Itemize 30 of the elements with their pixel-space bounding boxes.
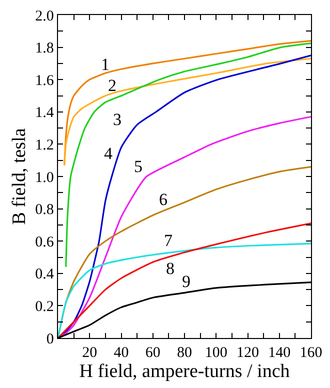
series-label: 8 — [166, 259, 174, 278]
y-tick-label: 0.2 — [35, 298, 54, 315]
x-tick-label: 160 — [300, 345, 322, 362]
x-tick-label: 100 — [204, 345, 228, 362]
y-tick-label: 1.4 — [35, 105, 54, 122]
y-tick-label: 0.6 — [35, 234, 54, 250]
y-axis-title: B field, tesla — [9, 128, 30, 225]
x-tick-label: 60 — [145, 345, 160, 362]
y-tick-label: 0.4 — [35, 266, 54, 283]
x-tick-label: 120 — [236, 345, 259, 362]
series-label: 4 — [104, 144, 113, 163]
x-tick-label: 40 — [114, 345, 129, 362]
x-tick-label: 140 — [268, 345, 291, 362]
series-label: 2 — [108, 76, 116, 95]
x-axis-title: H field, ampere-turns / inch — [79, 361, 290, 382]
y-tick-label: 0.8 — [35, 202, 54, 218]
y-tick-label: 1.0 — [35, 170, 54, 186]
series-label: 7 — [164, 231, 173, 250]
x-tick-label: 80 — [177, 345, 192, 362]
y-tick-label: 0 — [46, 331, 54, 348]
series-label: 9 — [182, 272, 190, 291]
y-tick-label: 2.0 — [35, 8, 54, 24]
y-tick-label: 1.8 — [35, 40, 54, 57]
series-label: 1 — [101, 55, 110, 74]
series-label: 6 — [159, 190, 168, 209]
series-label: 3 — [113, 110, 122, 129]
y-tick-label: 1.6 — [35, 72, 54, 89]
y-tick-label: 1.2 — [35, 137, 54, 154]
series-label: 5 — [134, 157, 142, 176]
x-tick-label: 20 — [82, 345, 98, 362]
